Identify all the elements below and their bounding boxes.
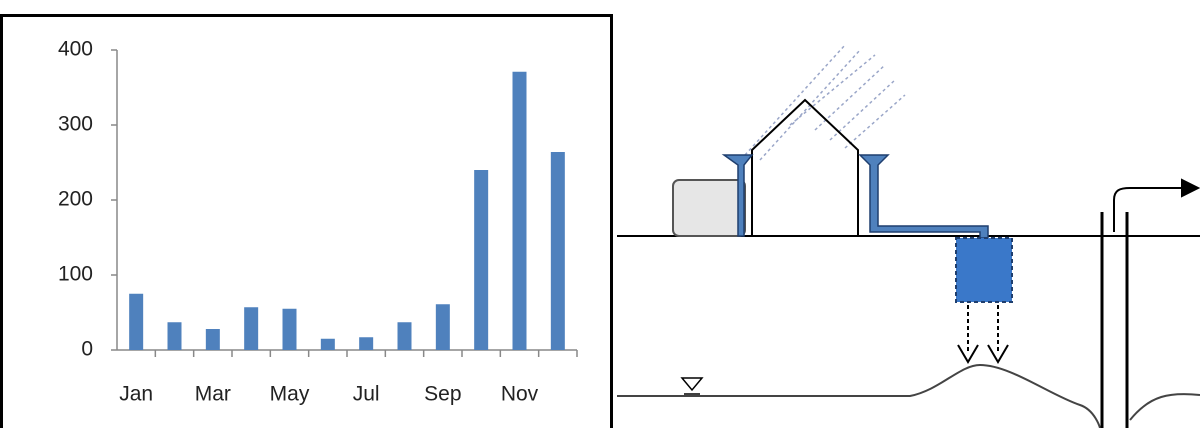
bar [167,322,182,350]
bar [435,304,450,350]
water-table [617,363,1200,428]
x-tick-label: Mar [195,383,231,406]
y-tick-label: 0 [81,338,93,361]
bar [129,293,144,350]
bar [474,170,489,350]
rain [744,44,906,161]
water-level-symbol [680,377,704,395]
bar [359,337,374,350]
x-tick-label: Sep [424,383,461,406]
arrow-heads [957,344,1009,364]
x-tick-label: Nov [501,383,539,406]
chart-frame [0,14,613,428]
gutter [721,154,754,237]
pump-flow [1113,187,1185,232]
downpipe [858,154,989,239]
bar [320,338,335,350]
bar [205,329,220,350]
container [672,179,746,237]
arrow-head [1181,178,1200,198]
infiltration-tank [955,237,1013,303]
x-tick-label: Jul [353,383,380,406]
y-tick-label: 100 [58,263,93,286]
y-tick-label: 200 [58,188,93,211]
bar [512,71,527,350]
bar [397,322,412,350]
x-tick-label: May [270,383,310,406]
bar [282,308,297,350]
bar [550,152,565,350]
infiltration-arrows [967,305,999,352]
rainwater-diagram [617,44,1200,428]
x-tick-label: Jan [119,383,153,406]
house [751,98,859,236]
y-tick-label: 300 [58,113,93,136]
bar [244,307,259,350]
y-tick-label: 400 [58,38,93,61]
